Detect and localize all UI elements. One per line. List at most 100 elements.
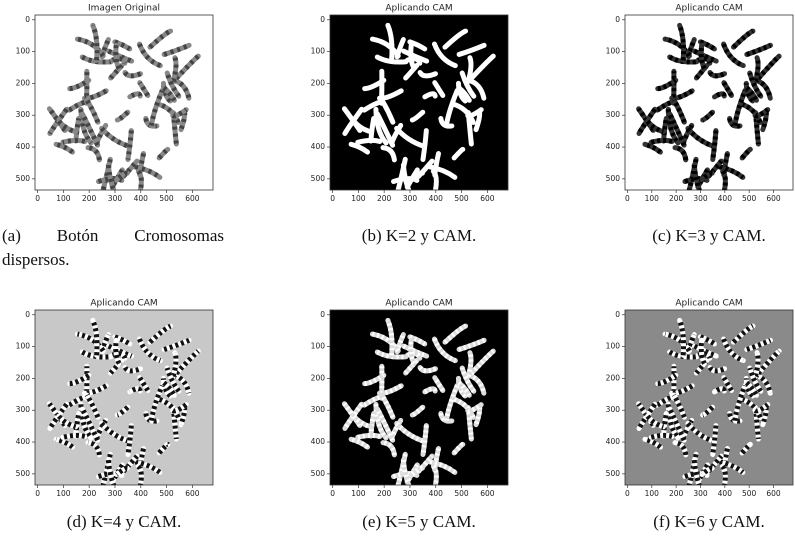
y-tick-label: 100 (606, 342, 621, 351)
x-tick-label: 0 (625, 489, 630, 498)
caption: (f) K=6 y CAM. (609, 510, 795, 534)
x-tick-label: 600 (480, 194, 495, 203)
y-tick-label: 500 (311, 469, 326, 478)
y-tick-label: 400 (311, 142, 326, 151)
x-tick-label: 200 (669, 489, 684, 498)
x-tick-label: 500 (159, 489, 174, 498)
x-tick-label: 400 (429, 194, 444, 203)
y-tick-label: 0 (615, 310, 620, 319)
x-tick-label: 0 (35, 489, 40, 498)
x-tick-label: 100 (351, 194, 366, 203)
x-tick-label: 300 (693, 489, 708, 498)
x-tick-label: 100 (351, 489, 366, 498)
image-background (330, 310, 508, 485)
x-tick-label: 400 (718, 194, 733, 203)
x-tick-label: 100 (56, 489, 71, 498)
y-tick-label: 0 (320, 310, 325, 319)
x-tick-label: 600 (766, 489, 781, 498)
figure: Imagen Original 0 100 200 300 400 500 600 0 100 20… (0, 0, 795, 536)
x-tick-label: 500 (159, 194, 174, 203)
x-tick-label: 500 (454, 489, 469, 498)
x-tick-label: 100 (56, 194, 71, 203)
x-tick-label: 600 (480, 489, 495, 498)
panel-title: Aplicando CAM (675, 4, 742, 14)
x-tick-label: 300 (693, 194, 708, 203)
image-background (330, 15, 508, 190)
y-tick-label: 100 (311, 47, 326, 56)
y-tick-label: 200 (16, 373, 31, 382)
chromosome (425, 94, 435, 97)
chromosome (468, 58, 471, 82)
chromosome (358, 140, 380, 142)
y-tick-label: 400 (606, 437, 621, 446)
chromosome (423, 131, 426, 160)
y-tick-label: 200 (16, 78, 31, 87)
panel: Aplicando CAM 0 100 200 300 400 500 600 0 100 200 3… (311, 4, 508, 204)
y-tick-label: 400 (311, 437, 326, 446)
image-background (35, 15, 213, 190)
x-tick-label: 300 (108, 194, 123, 203)
y-tick-label: 300 (16, 405, 31, 414)
x-tick-label: 600 (185, 489, 200, 498)
y-tick-label: 300 (311, 110, 326, 119)
x-tick-label: 400 (134, 489, 149, 498)
panel-title: Imagen Original (88, 4, 160, 14)
x-tick-label: 400 (718, 489, 733, 498)
y-tick-label: 400 (16, 437, 31, 446)
y-tick-label: 300 (311, 405, 326, 414)
y-tick-label: 0 (25, 310, 30, 319)
panel: Aplicando CAM010020030040050060001002003… (311, 299, 508, 499)
x-tick-label: 0 (330, 194, 335, 203)
panel-title: Aplicando CAM (385, 4, 452, 14)
y-tick-label: 0 (320, 15, 325, 24)
y-tick-label: 400 (606, 142, 621, 151)
y-tick-label: 300 (606, 405, 621, 414)
y-tick-label: 400 (16, 142, 31, 151)
x-tick-label: 200 (82, 489, 97, 498)
y-tick-label: 0 (615, 15, 620, 24)
x-tick-label: 500 (742, 489, 757, 498)
chromosome (173, 58, 176, 82)
y-tick-label: 100 (16, 47, 31, 56)
y-tick-label: 200 (606, 78, 621, 87)
y-tick-label: 100 (16, 342, 31, 351)
panel: Aplicando CAM 0 100 200 300 400 500 600 0 100 200 3… (16, 299, 213, 499)
y-tick-label: 200 (311, 78, 326, 87)
x-tick-label: 100 (645, 194, 660, 203)
caption: (d) K=4 y CAM. (24, 510, 224, 534)
y-tick-label: 500 (16, 469, 31, 478)
image-background (35, 310, 213, 485)
x-tick-label: 300 (108, 489, 123, 498)
panel: Aplicando CAM 0 100 200 300 400 500 600 0 100 200 3… (606, 299, 793, 499)
y-tick-label: 500 (16, 174, 31, 183)
y-tick-label: 300 (606, 110, 621, 119)
x-tick-label: 300 (403, 194, 418, 203)
x-tick-label: 600 (185, 194, 200, 203)
x-tick-label: 500 (742, 194, 757, 203)
y-tick-label: 100 (311, 342, 326, 351)
y-tick-label: 200 (606, 373, 621, 382)
x-tick-label: 200 (82, 194, 97, 203)
panel-title: Aplicando CAM (385, 299, 452, 309)
x-tick-label: 600 (766, 194, 781, 203)
y-tick-label: 500 (606, 174, 621, 183)
y-tick-label: 0 (25, 15, 30, 24)
x-tick-label: 400 (134, 194, 149, 203)
panel-title: Aplicando CAM (90, 299, 157, 309)
y-tick-label: 500 (606, 469, 621, 478)
image-background (625, 15, 793, 190)
x-tick-label: 0 (330, 489, 335, 498)
x-tick-label: 300 (403, 489, 418, 498)
y-tick-label: 500 (311, 174, 326, 183)
image-background (625, 310, 793, 485)
x-tick-label: 500 (454, 194, 469, 203)
x-tick-label: 200 (377, 194, 392, 203)
caption: (c) K=3 y CAM. (609, 224, 795, 248)
y-tick-label: 300 (16, 110, 31, 119)
caption: (e) K=5 y CAM. (319, 510, 519, 534)
panel-title: Aplicando CAM (675, 299, 742, 309)
x-tick-label: 0 (625, 194, 630, 203)
caption: (a) Botón Cromosomas dispersos. (2, 224, 224, 272)
x-tick-label: 100 (645, 489, 660, 498)
